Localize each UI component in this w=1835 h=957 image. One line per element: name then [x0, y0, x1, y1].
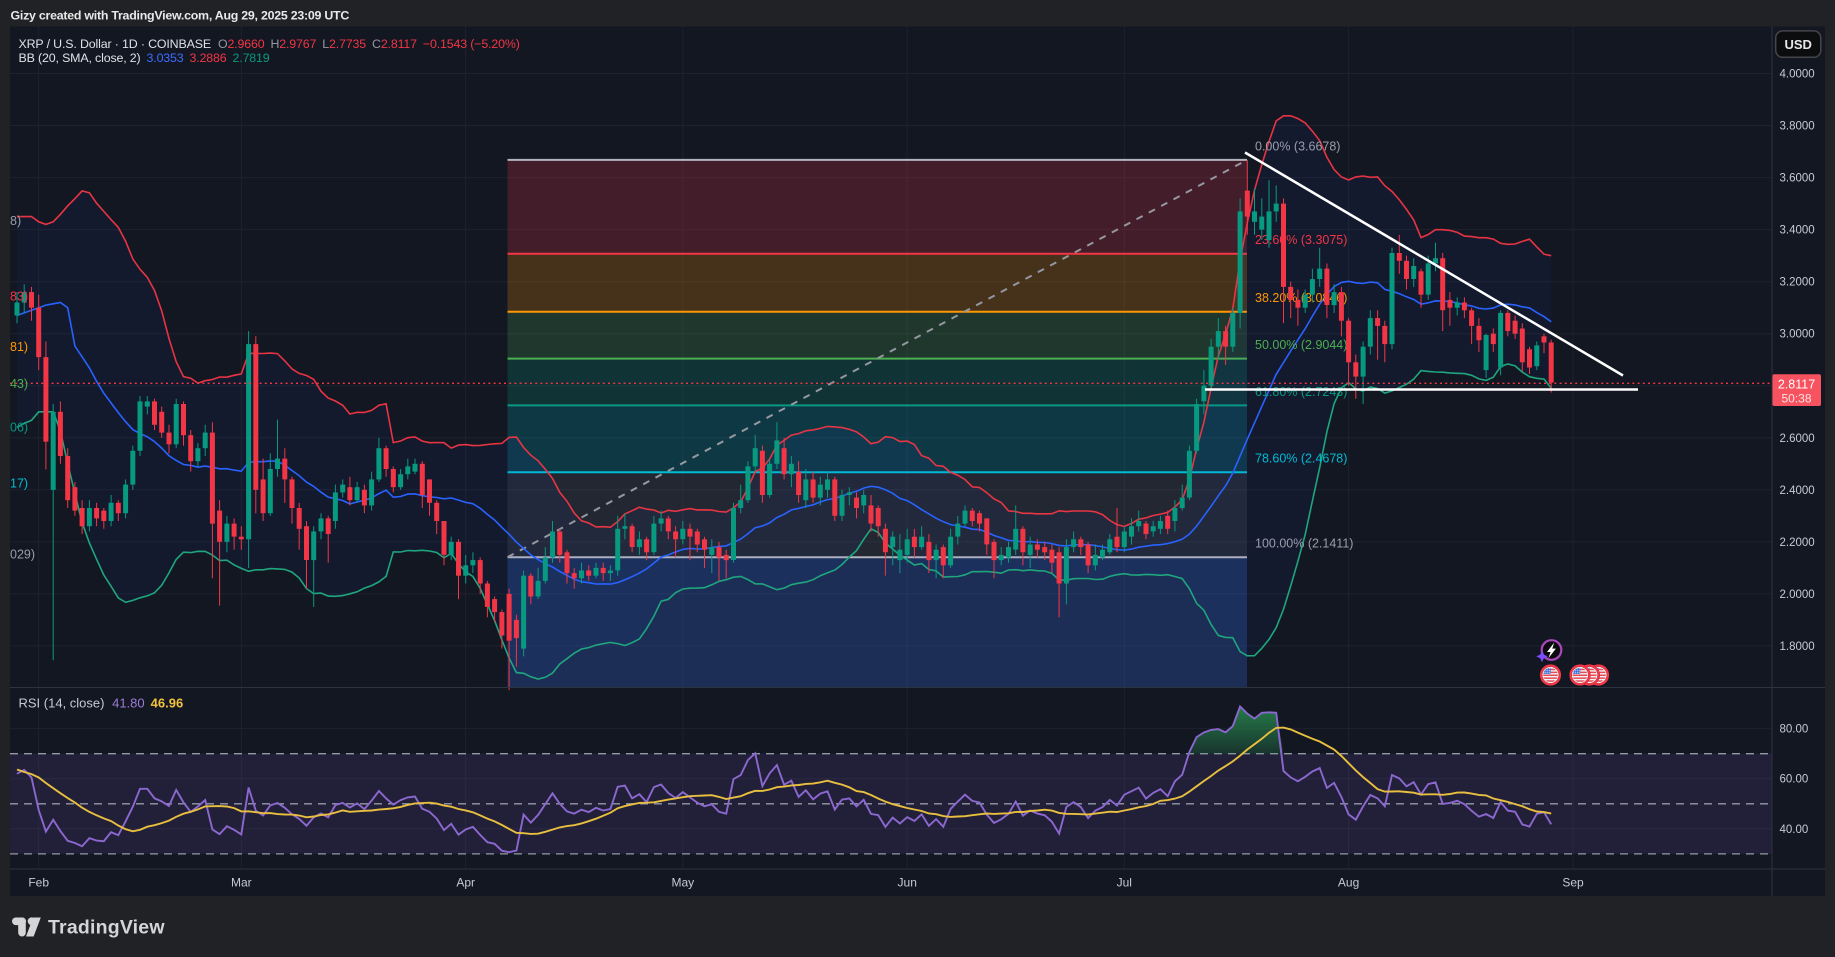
svg-text:100.00% (2.1411): 100.00% (2.1411) [1255, 537, 1353, 551]
svg-text:3.4000: 3.4000 [1780, 225, 1815, 237]
svg-text:3.6000: 3.6000 [1780, 173, 1815, 185]
svg-text:2.8117: 2.8117 [1778, 377, 1815, 391]
svg-text:029): 029) [10, 548, 35, 562]
svg-text:1.8000: 1.8000 [1780, 641, 1815, 653]
svg-text:40.00: 40.00 [1780, 824, 1809, 836]
svg-text:4.0000: 4.0000 [1780, 69, 1815, 81]
svg-text:83): 83) [10, 290, 28, 304]
svg-text:2.2000: 2.2000 [1780, 537, 1815, 549]
svg-text:3.0000: 3.0000 [1780, 329, 1815, 341]
svg-text:2.6000: 2.6000 [1780, 433, 1815, 445]
svg-text:2.0000: 2.0000 [1780, 589, 1815, 601]
svg-text:USD: USD [1784, 37, 1811, 52]
svg-text:2.4000: 2.4000 [1780, 485, 1815, 497]
svg-text:Apr: Apr [456, 876, 475, 890]
svg-text:38.20% (3.0846): 38.20% (3.0846) [1255, 291, 1347, 305]
svg-text:50:38: 50:38 [1781, 391, 1811, 405]
svg-text:80.00: 80.00 [1780, 724, 1809, 736]
svg-text:50.00% (2.9044): 50.00% (2.9044) [1255, 338, 1347, 352]
svg-text:May: May [671, 876, 694, 890]
svg-text:3.2000: 3.2000 [1780, 277, 1815, 289]
svg-text:Mar: Mar [231, 876, 252, 890]
svg-text:Jul: Jul [1117, 876, 1132, 890]
svg-text:61.80% (2.7243): 61.80% (2.7243) [1255, 385, 1347, 399]
svg-text:81): 81) [10, 340, 28, 354]
svg-text:Gizy created with TradingView.: Gizy created with TradingView.com, Aug 2… [11, 9, 350, 23]
svg-text:43): 43) [10, 377, 28, 391]
svg-text:Sep: Sep [1562, 876, 1584, 890]
svg-text:Aug: Aug [1338, 876, 1359, 890]
svg-text:8): 8) [10, 214, 21, 228]
svg-text:23.60% (3.3075): 23.60% (3.3075) [1255, 233, 1347, 247]
svg-text:17): 17) [10, 477, 28, 491]
svg-text:TradingView: TradingView [48, 917, 165, 939]
svg-text:0.00% (3.6678): 0.00% (3.6678) [1255, 139, 1340, 153]
svg-text:60.00: 60.00 [1780, 774, 1809, 786]
svg-text:78.60% (2.4678): 78.60% (2.4678) [1255, 452, 1347, 466]
svg-text:Feb: Feb [28, 876, 49, 890]
svg-text:3.8000: 3.8000 [1780, 121, 1815, 133]
svg-text:06): 06) [10, 421, 28, 435]
svg-text:Jun: Jun [898, 876, 917, 890]
